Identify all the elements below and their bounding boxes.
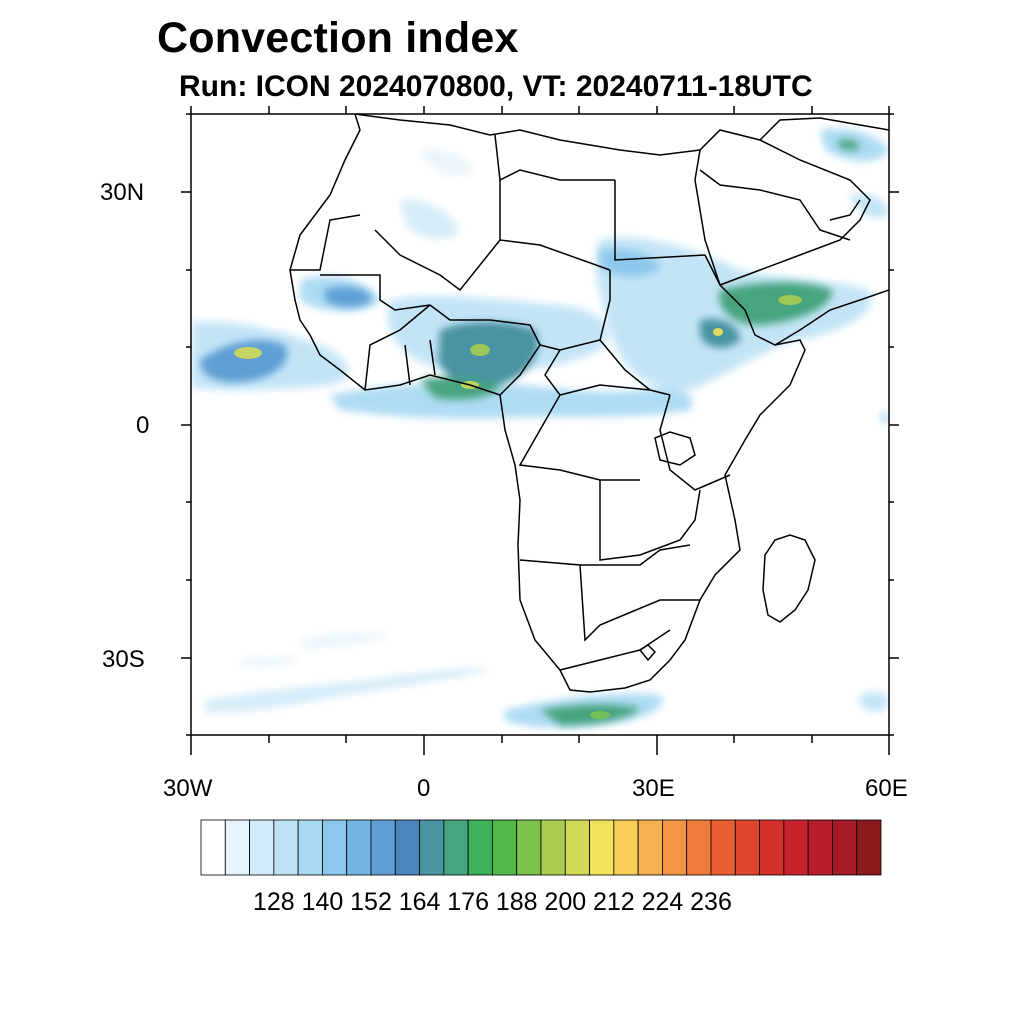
colorbar-box xyxy=(443,819,469,876)
colorbar-box xyxy=(807,819,833,876)
country-boundaries xyxy=(289,114,889,693)
colorbar-box xyxy=(662,819,688,876)
colorbar-tick-label: 212 xyxy=(592,888,635,916)
colorbar-tick-label: 128 xyxy=(252,888,295,916)
colorbar-box xyxy=(589,819,615,876)
colorbar-box xyxy=(249,819,275,876)
lon-label-30e: 30E xyxy=(632,775,675,802)
colorbar-box xyxy=(516,819,542,876)
colorbar-box xyxy=(564,819,590,876)
colorbar-box xyxy=(394,819,420,876)
lat-label-30s: 30S xyxy=(102,646,145,673)
colorbar-box xyxy=(686,819,712,876)
lat-label-0: 0 xyxy=(136,412,150,439)
chart-subtitle: Run: ICON 2024070800, VT: 20240711-18UTC xyxy=(179,70,813,103)
lon-label-0: 0 xyxy=(417,775,431,802)
colorbar-box xyxy=(322,819,348,876)
convection-field xyxy=(192,128,889,728)
colorbar-box xyxy=(370,819,396,876)
colorbar-tick-label: 224 xyxy=(641,888,684,916)
lat-label-30n: 30N xyxy=(100,179,145,206)
colorbar-tick-label: 200 xyxy=(544,888,587,916)
colorbar-box xyxy=(613,819,639,876)
axis-ticks xyxy=(181,106,899,755)
colorbar-box xyxy=(832,819,858,876)
colorbar-box xyxy=(856,819,882,876)
colorbar xyxy=(200,819,882,876)
lon-label-30w: 30W xyxy=(163,775,213,802)
colorbar-box xyxy=(734,819,760,876)
colorbar-box xyxy=(759,819,785,876)
colorbar-box xyxy=(492,819,518,876)
colorbar-box xyxy=(297,819,323,876)
colorbar-tick-label: 236 xyxy=(690,888,732,916)
colorbar-box xyxy=(710,819,736,876)
chart-title: Convection index xyxy=(157,14,519,62)
colorbar-box xyxy=(200,819,226,876)
colorbar-box xyxy=(540,819,566,876)
colorbar-tick-label: 164 xyxy=(398,888,441,916)
colorbar-box xyxy=(224,819,250,876)
colorbar-box xyxy=(419,819,445,876)
colorbar-box xyxy=(783,819,809,876)
colorbar-box xyxy=(346,819,372,876)
colorbar-tick-label: 188 xyxy=(495,888,538,916)
plot-frame xyxy=(190,113,890,736)
lon-label-60e: 60E xyxy=(865,775,908,802)
colorbar-tick-label: 176 xyxy=(447,888,489,916)
colorbar-box xyxy=(273,819,299,876)
colorbar-box xyxy=(467,819,493,876)
colorbar-tick-label: 152 xyxy=(350,888,392,916)
colorbar-tick-label: 140 xyxy=(301,888,344,916)
colorbar-box xyxy=(637,819,663,876)
